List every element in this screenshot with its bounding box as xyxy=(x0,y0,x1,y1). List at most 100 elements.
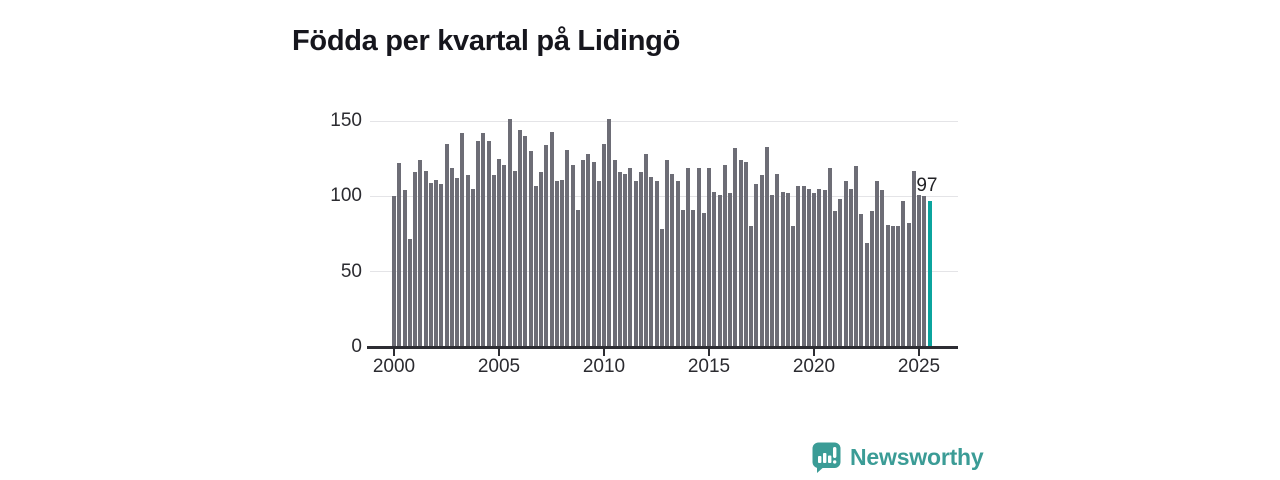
bar xyxy=(675,181,680,347)
bar xyxy=(596,181,601,347)
bar xyxy=(465,175,470,347)
bar xyxy=(628,167,633,347)
x-axis-tick-label: 2020 xyxy=(792,356,836,377)
bar xyxy=(575,209,580,347)
bar xyxy=(423,170,428,347)
y-axis-tick-label: 100 xyxy=(330,185,362,207)
bar xyxy=(560,179,564,347)
bar xyxy=(812,193,816,347)
x-axis-tick-label: 2005 xyxy=(477,356,521,377)
bar xyxy=(649,176,654,347)
speech-bubble-bar-chart-icon xyxy=(812,442,841,473)
bar xyxy=(843,181,848,347)
bar xyxy=(854,166,858,347)
bar xyxy=(686,167,690,347)
bar xyxy=(512,170,517,347)
bar xyxy=(759,175,764,347)
bar xyxy=(728,193,732,347)
bar xyxy=(617,172,622,347)
bar xyxy=(796,185,801,347)
bar xyxy=(864,243,869,347)
bar xyxy=(733,148,738,347)
bar xyxy=(848,188,853,347)
bar xyxy=(554,181,559,347)
bar xyxy=(801,185,806,347)
bar xyxy=(397,163,402,347)
x-axis-tick xyxy=(813,348,815,356)
bar xyxy=(392,196,396,347)
bar xyxy=(581,160,585,347)
bar xyxy=(486,140,491,347)
bar xyxy=(875,181,879,347)
bar xyxy=(460,133,465,347)
bar xyxy=(722,164,727,347)
y-gridline xyxy=(370,195,958,197)
bar xyxy=(785,193,790,347)
bar xyxy=(764,146,769,347)
bar xyxy=(586,154,591,347)
bar xyxy=(890,226,895,347)
bar xyxy=(434,179,438,347)
bar xyxy=(680,209,685,347)
bar xyxy=(817,188,822,347)
bar xyxy=(717,194,722,347)
bar xyxy=(791,226,795,347)
bar xyxy=(701,212,706,347)
bar xyxy=(638,172,643,347)
last-bar-value-label: 97 xyxy=(916,174,938,196)
bar xyxy=(922,196,927,347)
y-gridline xyxy=(370,120,958,122)
x-axis-tick xyxy=(603,348,605,356)
bar xyxy=(696,167,701,347)
bar xyxy=(775,173,780,347)
bar xyxy=(476,140,480,347)
bar xyxy=(549,131,554,347)
x-axis-tick xyxy=(393,348,395,356)
bar xyxy=(523,136,528,347)
bar xyxy=(607,119,612,347)
bar xyxy=(827,167,832,347)
bar xyxy=(654,181,659,347)
bar xyxy=(754,184,759,347)
y-axis-tick-label: 50 xyxy=(340,260,362,282)
bar xyxy=(743,161,748,347)
bar xyxy=(906,223,911,347)
newsworthy-logo: Newsworthy xyxy=(811,441,984,474)
x-axis-tick-label: 2010 xyxy=(582,356,626,377)
bar xyxy=(439,184,444,347)
bar xyxy=(449,167,454,347)
bar xyxy=(502,164,507,347)
bar xyxy=(544,145,549,347)
bar xyxy=(413,172,417,347)
highlighted-bar xyxy=(927,200,932,347)
x-axis-tick xyxy=(498,348,500,356)
bar xyxy=(602,143,606,347)
bar xyxy=(528,151,533,347)
x-axis-tick xyxy=(918,348,920,356)
bar xyxy=(838,199,843,347)
bar xyxy=(691,209,696,347)
bar xyxy=(833,211,837,347)
bar xyxy=(407,238,412,347)
bar xyxy=(749,226,753,347)
page-title: Födda per kvartal på Lidingö xyxy=(292,25,680,58)
bar xyxy=(612,160,617,347)
bar xyxy=(712,191,717,347)
bar xyxy=(497,158,501,347)
bar xyxy=(444,143,449,347)
x-axis-tick xyxy=(708,348,710,356)
bar xyxy=(780,191,785,347)
bar xyxy=(707,167,711,347)
bar xyxy=(623,173,627,347)
bar xyxy=(911,170,916,347)
x-axis-tick-label: 2025 xyxy=(897,356,941,377)
bar xyxy=(896,226,900,347)
bar xyxy=(885,224,890,347)
bar xyxy=(591,161,596,347)
bar xyxy=(806,188,811,347)
bar xyxy=(455,178,459,347)
bar xyxy=(507,119,512,347)
x-axis-tick-label: 2000 xyxy=(372,356,416,377)
bar xyxy=(670,173,675,347)
